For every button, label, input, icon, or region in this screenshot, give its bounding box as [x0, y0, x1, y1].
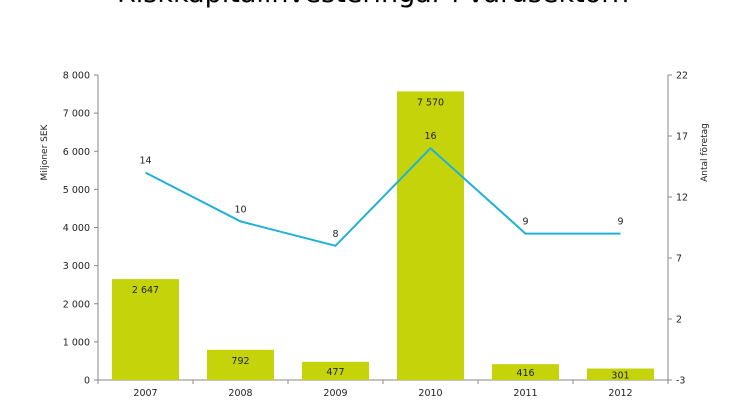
line-value-label: 9 — [617, 217, 623, 228]
bar-value-label: 2 647 — [132, 285, 159, 296]
y-axis-title: Miljoner SEK — [40, 123, 50, 180]
line-value-label: 14 — [139, 156, 151, 167]
y-tick-label: 4 000 — [63, 223, 90, 234]
x-tick-label: 2010 — [418, 388, 442, 399]
bar-value-label: 7 570 — [417, 97, 444, 108]
data-labels: 2 647 792 477 7 570 416 301 14 10 8 16 9 9 — [132, 97, 630, 381]
y2-axis-title: Antal företag — [700, 123, 710, 182]
bar — [492, 364, 559, 380]
bar — [302, 361, 369, 380]
bar — [112, 279, 179, 380]
y2-tick-label: 12 — [676, 193, 688, 204]
y-tick-label: 0 — [84, 376, 90, 387]
y2-tick-label: 17 — [676, 132, 688, 143]
y2-tick-label: 2 — [676, 315, 682, 326]
y2-tick-label: 22 — [676, 71, 688, 82]
x-tick-label: 2007 — [133, 388, 157, 399]
y2-tick-label: 7 — [676, 254, 682, 265]
bar-series — [112, 91, 654, 381]
chart-title: Riskkapitalinvesteringar i vårdsektorn — [0, 0, 746, 9]
bar-value-label: 416 — [516, 368, 534, 379]
x-tick-label: 2009 — [323, 388, 347, 399]
x-tick-label: 2012 — [608, 388, 632, 399]
line-value-label: 10 — [234, 204, 246, 215]
y-tick-label: 6 000 — [63, 147, 90, 158]
bar — [207, 349, 274, 380]
y-tick-label: 2 000 — [63, 299, 90, 310]
axes: 0 1 000 2 000 3 000 4 000 5 000 6 000 7 000 8 00… — [40, 71, 710, 400]
bar-value-label: 792 — [231, 356, 249, 367]
line-value-label: 9 — [522, 217, 528, 228]
line-value-label: 16 — [424, 131, 436, 142]
y-tick-label: 8 000 — [63, 71, 90, 82]
bar — [397, 91, 464, 381]
y-tick-label: 5 000 — [63, 185, 90, 196]
line-series — [145, 146, 621, 247]
line-value-label: 8 — [332, 229, 338, 240]
bar-value-label: 477 — [326, 367, 344, 378]
y-tick-label: 3 000 — [63, 261, 90, 272]
y-tick-label: 1 000 — [63, 337, 90, 348]
bar — [587, 368, 654, 380]
x-tick-label: 2011 — [513, 388, 537, 399]
y2-tick-label: -3 — [676, 376, 685, 387]
y-tick-label: 7 000 — [63, 109, 90, 120]
line-path — [145, 146, 621, 247]
bar-value-label: 301 — [611, 370, 629, 381]
x-tick-label: 2008 — [228, 388, 252, 399]
